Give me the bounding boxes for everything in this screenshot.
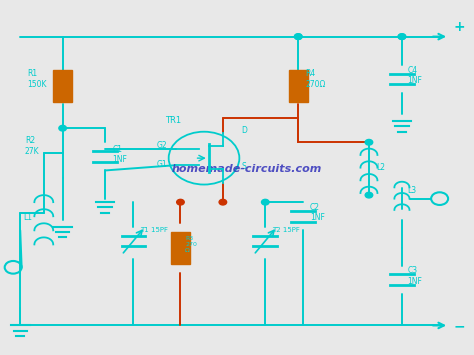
Circle shape <box>365 192 373 198</box>
Circle shape <box>398 34 406 39</box>
Text: R2
27K: R2 27K <box>25 136 39 155</box>
Bar <box>53 70 72 102</box>
Bar <box>171 232 190 264</box>
Text: C2
1NF: C2 1NF <box>310 203 325 223</box>
Text: G2: G2 <box>157 141 167 149</box>
Text: L1: L1 <box>23 213 32 222</box>
Text: +: + <box>454 20 465 34</box>
Circle shape <box>294 34 302 39</box>
Circle shape <box>219 200 227 205</box>
Circle shape <box>398 34 406 39</box>
Text: homemade-circuits.com: homemade-circuits.com <box>171 164 322 174</box>
Text: C1
1NF: C1 1NF <box>112 145 127 164</box>
Text: S: S <box>242 162 246 171</box>
Text: D: D <box>242 126 247 136</box>
Bar <box>289 70 308 102</box>
Circle shape <box>294 34 302 39</box>
Text: C3
1NF: C3 1NF <box>408 266 422 286</box>
Text: TR1: TR1 <box>165 116 182 125</box>
Circle shape <box>262 200 269 205</box>
Text: L3: L3 <box>408 186 417 195</box>
Text: T2 15PF: T2 15PF <box>273 227 300 233</box>
Text: −: − <box>454 320 465 334</box>
Text: R4
270Ω: R4 270Ω <box>305 69 326 89</box>
Circle shape <box>177 200 184 205</box>
Circle shape <box>365 140 373 145</box>
Text: R1
150K: R1 150K <box>27 69 47 89</box>
Circle shape <box>59 125 66 131</box>
Text: G1: G1 <box>157 160 167 169</box>
Text: R3
270
Ω: R3 270 Ω <box>185 236 197 253</box>
Text: L2: L2 <box>376 163 385 173</box>
Text: C4
1NF: C4 1NF <box>408 66 422 85</box>
Text: T1 15PF: T1 15PF <box>140 227 168 233</box>
